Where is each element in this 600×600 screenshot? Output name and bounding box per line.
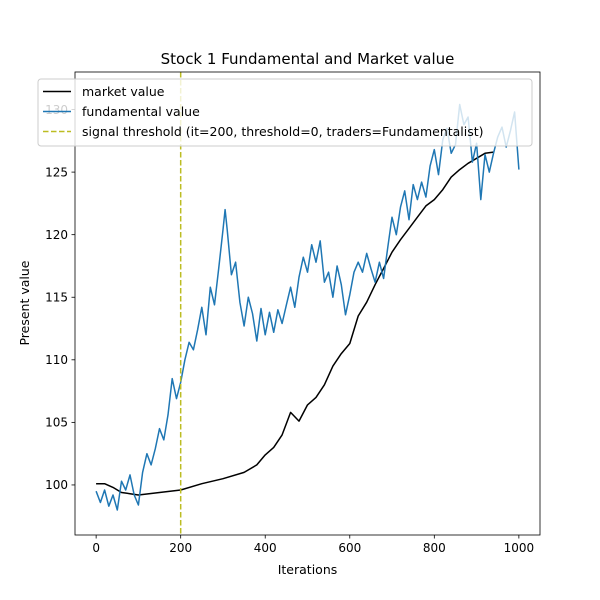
y-axis-label: Present value xyxy=(17,260,32,345)
y-tick-label: 120 xyxy=(45,228,68,242)
x-tick-label: 1000 xyxy=(504,541,535,555)
chart-title: Stock 1 Fundamental and Market value xyxy=(161,50,455,68)
x-tick-label: 0 xyxy=(92,541,100,555)
y-tick-label: 105 xyxy=(45,416,68,430)
legend: market value fundamental value signal thre… xyxy=(37,78,533,147)
legend-market-value-label: market value xyxy=(82,84,165,99)
y-tick-label: 100 xyxy=(45,478,68,492)
x-tick-label: 800 xyxy=(423,541,446,555)
x-tick-label: 200 xyxy=(169,541,192,555)
x-tick-label: 400 xyxy=(254,541,277,555)
legend-fundamental-value-label: fundamental value xyxy=(82,104,200,119)
x-axis-label: Iterations xyxy=(278,562,338,577)
axes-frame xyxy=(74,71,541,536)
market-value-line xyxy=(96,151,494,496)
y-tick-label: 115 xyxy=(45,291,68,305)
x-tick-label: 600 xyxy=(338,541,361,555)
legend-signal-threshold-label: signal threshold (it=200, threshold=0, t… xyxy=(82,124,484,139)
y-tick-label: 125 xyxy=(45,165,68,179)
y-tick-label: 110 xyxy=(45,353,68,367)
legend-box xyxy=(37,78,533,147)
